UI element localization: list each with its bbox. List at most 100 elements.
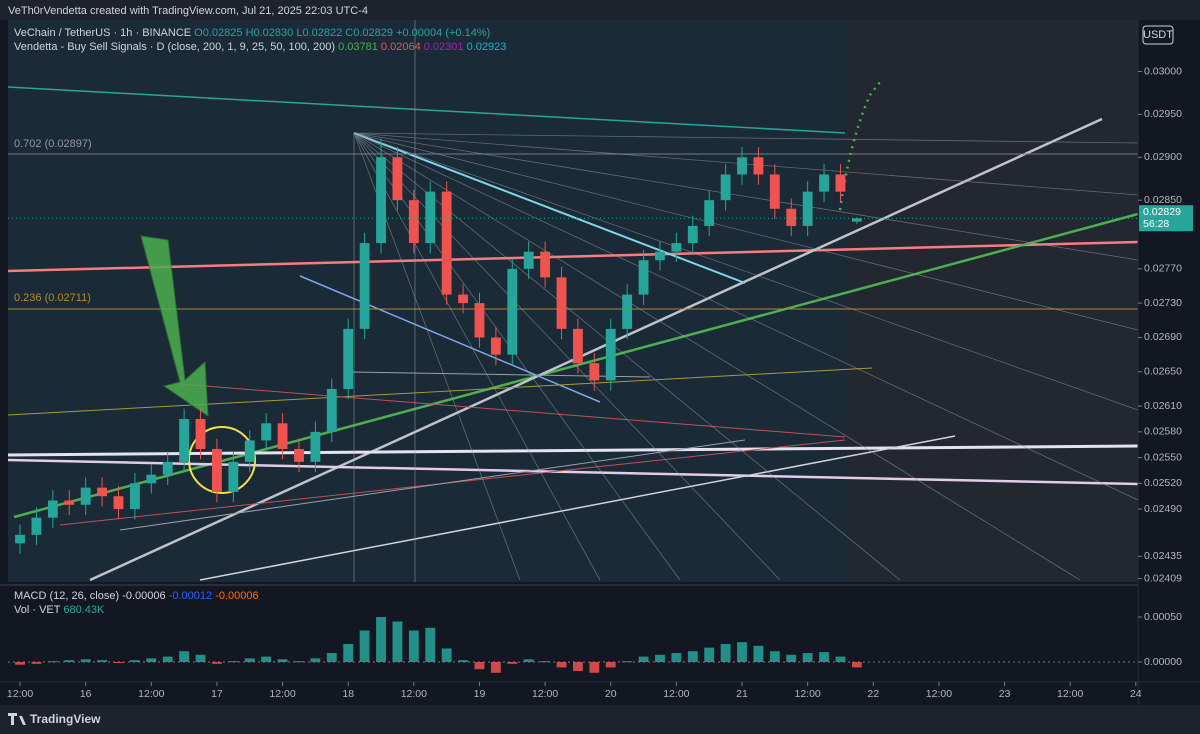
candle-body <box>638 260 649 295</box>
y-tick-label: 0.02650 <box>1144 366 1182 378</box>
arrow <box>140 235 209 417</box>
candle-body <box>261 423 272 441</box>
x-tick-label: 17 <box>211 688 223 700</box>
x-tick-label: 12:00 <box>401 688 427 700</box>
logo <box>8 713 26 725</box>
candle-body <box>64 500 75 505</box>
histogram-bar <box>359 630 370 662</box>
trendline <box>199 435 956 581</box>
price-pane <box>8 138 1138 554</box>
histogram-bar <box>294 661 304 663</box>
trendline <box>7 367 873 416</box>
projection <box>838 81 881 211</box>
price-tag-value: 0.02829 <box>1143 206 1181 218</box>
candle-body <box>47 500 58 518</box>
histogram-bar <box>441 648 452 662</box>
trendline <box>7 458 1139 486</box>
candle-body <box>819 174 829 192</box>
histogram-bar <box>851 662 862 668</box>
indicator-value: 0.02923 <box>467 41 507 53</box>
histogram-bar <box>786 654 797 662</box>
macd-value: -0.00006 <box>215 590 258 602</box>
candle-body <box>802 191 813 226</box>
candle-body <box>195 418 206 450</box>
histogram-bar <box>64 660 75 662</box>
volume-title: Vol · VET <box>14 604 61 616</box>
trendline <box>179 383 846 438</box>
candle-body <box>31 517 42 535</box>
symbol: VeChain / TetherUS · 1h · BINANCE <box>14 27 191 39</box>
histogram-bar <box>47 661 58 663</box>
candle-body <box>556 277 567 329</box>
candle-body <box>851 218 862 222</box>
candle-body <box>540 251 551 278</box>
histogram-bar <box>425 627 436 662</box>
currency-button[interactable] <box>1142 25 1174 45</box>
x-tick-label: 12:00 <box>138 688 164 700</box>
y-tick-label: 0.02730 <box>1144 297 1182 309</box>
y-tick-label: 0.02610 <box>1144 400 1182 412</box>
x-tick-label: 12:00 <box>926 688 952 700</box>
candle-body <box>212 449 222 492</box>
y-tick-label: 0.02850 <box>1144 194 1182 206</box>
histogram-bar <box>80 659 91 662</box>
histogram-bar <box>802 653 813 662</box>
histogram-bar <box>179 651 190 662</box>
x-tick-label: 12:00 <box>795 688 821 700</box>
volume-value: 680.43K <box>63 604 105 616</box>
candle-body <box>769 174 780 209</box>
histogram-bar <box>556 662 567 668</box>
macd-legend: MACD (12, 26, close) -0.00006 -0.00012 -… <box>14 590 259 602</box>
candle-body <box>392 157 403 201</box>
time-axis: 12:00 16 12:00 17 12:00 18 12:00 19 12:00 20 12:00… <box>7 682 1142 700</box>
candle-body <box>753 157 764 175</box>
y-tick-label: 0.02770 <box>1144 263 1182 275</box>
histogram-bar <box>31 662 42 664</box>
candle-body <box>310 431 321 462</box>
histogram-bar <box>392 621 403 662</box>
candle-body <box>523 251 534 269</box>
candle-body <box>490 337 501 355</box>
candle-body <box>294 449 304 462</box>
trendline <box>299 275 601 403</box>
histogram-bar <box>408 630 419 662</box>
histogram-bar <box>573 662 583 671</box>
candle-body <box>786 208 797 226</box>
histogram-bar <box>671 653 682 662</box>
histogram-bar <box>15 662 25 665</box>
histogram-bar <box>326 653 337 662</box>
y-tick-label: 0.02950 <box>1144 108 1182 120</box>
top-bar <box>0 0 1200 20</box>
trendline <box>7 240 1139 273</box>
candle-body <box>179 418 190 462</box>
top-bar-title: VeTh0rVendetta created with TradingView.… <box>8 5 368 17</box>
y-tick-label: 0.02520 <box>1144 477 1182 489</box>
histogram-bar <box>540 661 551 663</box>
candle-body <box>835 174 846 192</box>
histogram-bar <box>769 651 780 662</box>
candle-body <box>589 363 600 381</box>
candle-body <box>244 440 255 462</box>
ohlc: H0.02830 <box>246 27 294 39</box>
histogram-bar <box>589 662 600 673</box>
highlight-region <box>8 20 845 582</box>
x-tick-label: 24 <box>1130 688 1142 700</box>
candle-body <box>129 483 140 510</box>
candle-body <box>474 303 485 338</box>
candle-body <box>441 191 452 295</box>
x-tick-label: 18 <box>342 688 354 700</box>
currency[interactable]: USDT <box>1143 29 1173 41</box>
price-axis <box>1138 20 1200 705</box>
histogram-bar <box>720 644 731 662</box>
histogram-bar <box>162 656 173 662</box>
indicator: Vendetta - Buy Sell Signals · D (close, … <box>14 41 335 53</box>
x-tick-label: 12:00 <box>1057 688 1083 700</box>
candle-body <box>671 243 682 252</box>
histogram-bar <box>195 654 206 662</box>
future-region <box>845 20 1138 582</box>
x-tick-label: 12:00 <box>663 688 689 700</box>
histogram-bar <box>622 661 633 663</box>
drawings <box>7 20 1139 582</box>
countdown: 56:28 <box>1143 218 1169 230</box>
